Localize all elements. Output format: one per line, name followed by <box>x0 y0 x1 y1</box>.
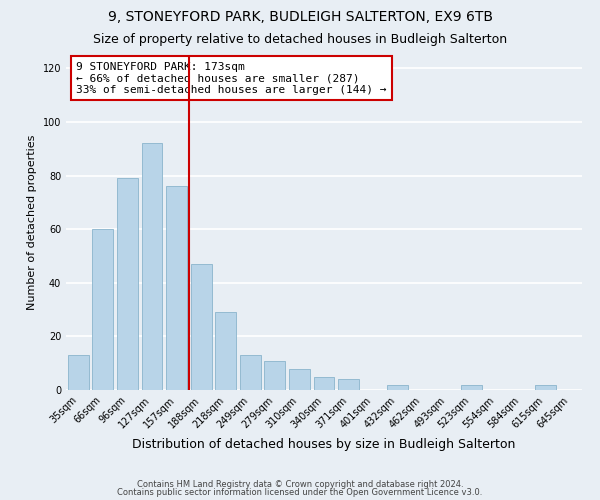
Bar <box>191 264 212 390</box>
Bar <box>117 178 138 390</box>
Bar <box>92 229 113 390</box>
Text: Contains public sector information licensed under the Open Government Licence v3: Contains public sector information licen… <box>118 488 482 497</box>
Bar <box>314 376 334 390</box>
Text: 9 STONEYFORD PARK: 173sqm
← 66% of detached houses are smaller (287)
33% of semi: 9 STONEYFORD PARK: 173sqm ← 66% of detac… <box>76 62 387 95</box>
Text: Size of property relative to detached houses in Budleigh Salterton: Size of property relative to detached ho… <box>93 32 507 46</box>
Bar <box>68 355 89 390</box>
Bar <box>535 384 556 390</box>
Bar <box>215 312 236 390</box>
Bar <box>142 144 163 390</box>
Text: 9, STONEYFORD PARK, BUDLEIGH SALTERTON, EX9 6TB: 9, STONEYFORD PARK, BUDLEIGH SALTERTON, … <box>107 10 493 24</box>
Bar <box>265 360 286 390</box>
Bar <box>289 368 310 390</box>
X-axis label: Distribution of detached houses by size in Budleigh Salterton: Distribution of detached houses by size … <box>133 438 515 451</box>
Bar <box>461 384 482 390</box>
Bar <box>166 186 187 390</box>
Bar <box>387 384 408 390</box>
Text: Contains HM Land Registry data © Crown copyright and database right 2024.: Contains HM Land Registry data © Crown c… <box>137 480 463 489</box>
Y-axis label: Number of detached properties: Number of detached properties <box>27 135 37 310</box>
Bar <box>338 380 359 390</box>
Bar <box>240 355 261 390</box>
